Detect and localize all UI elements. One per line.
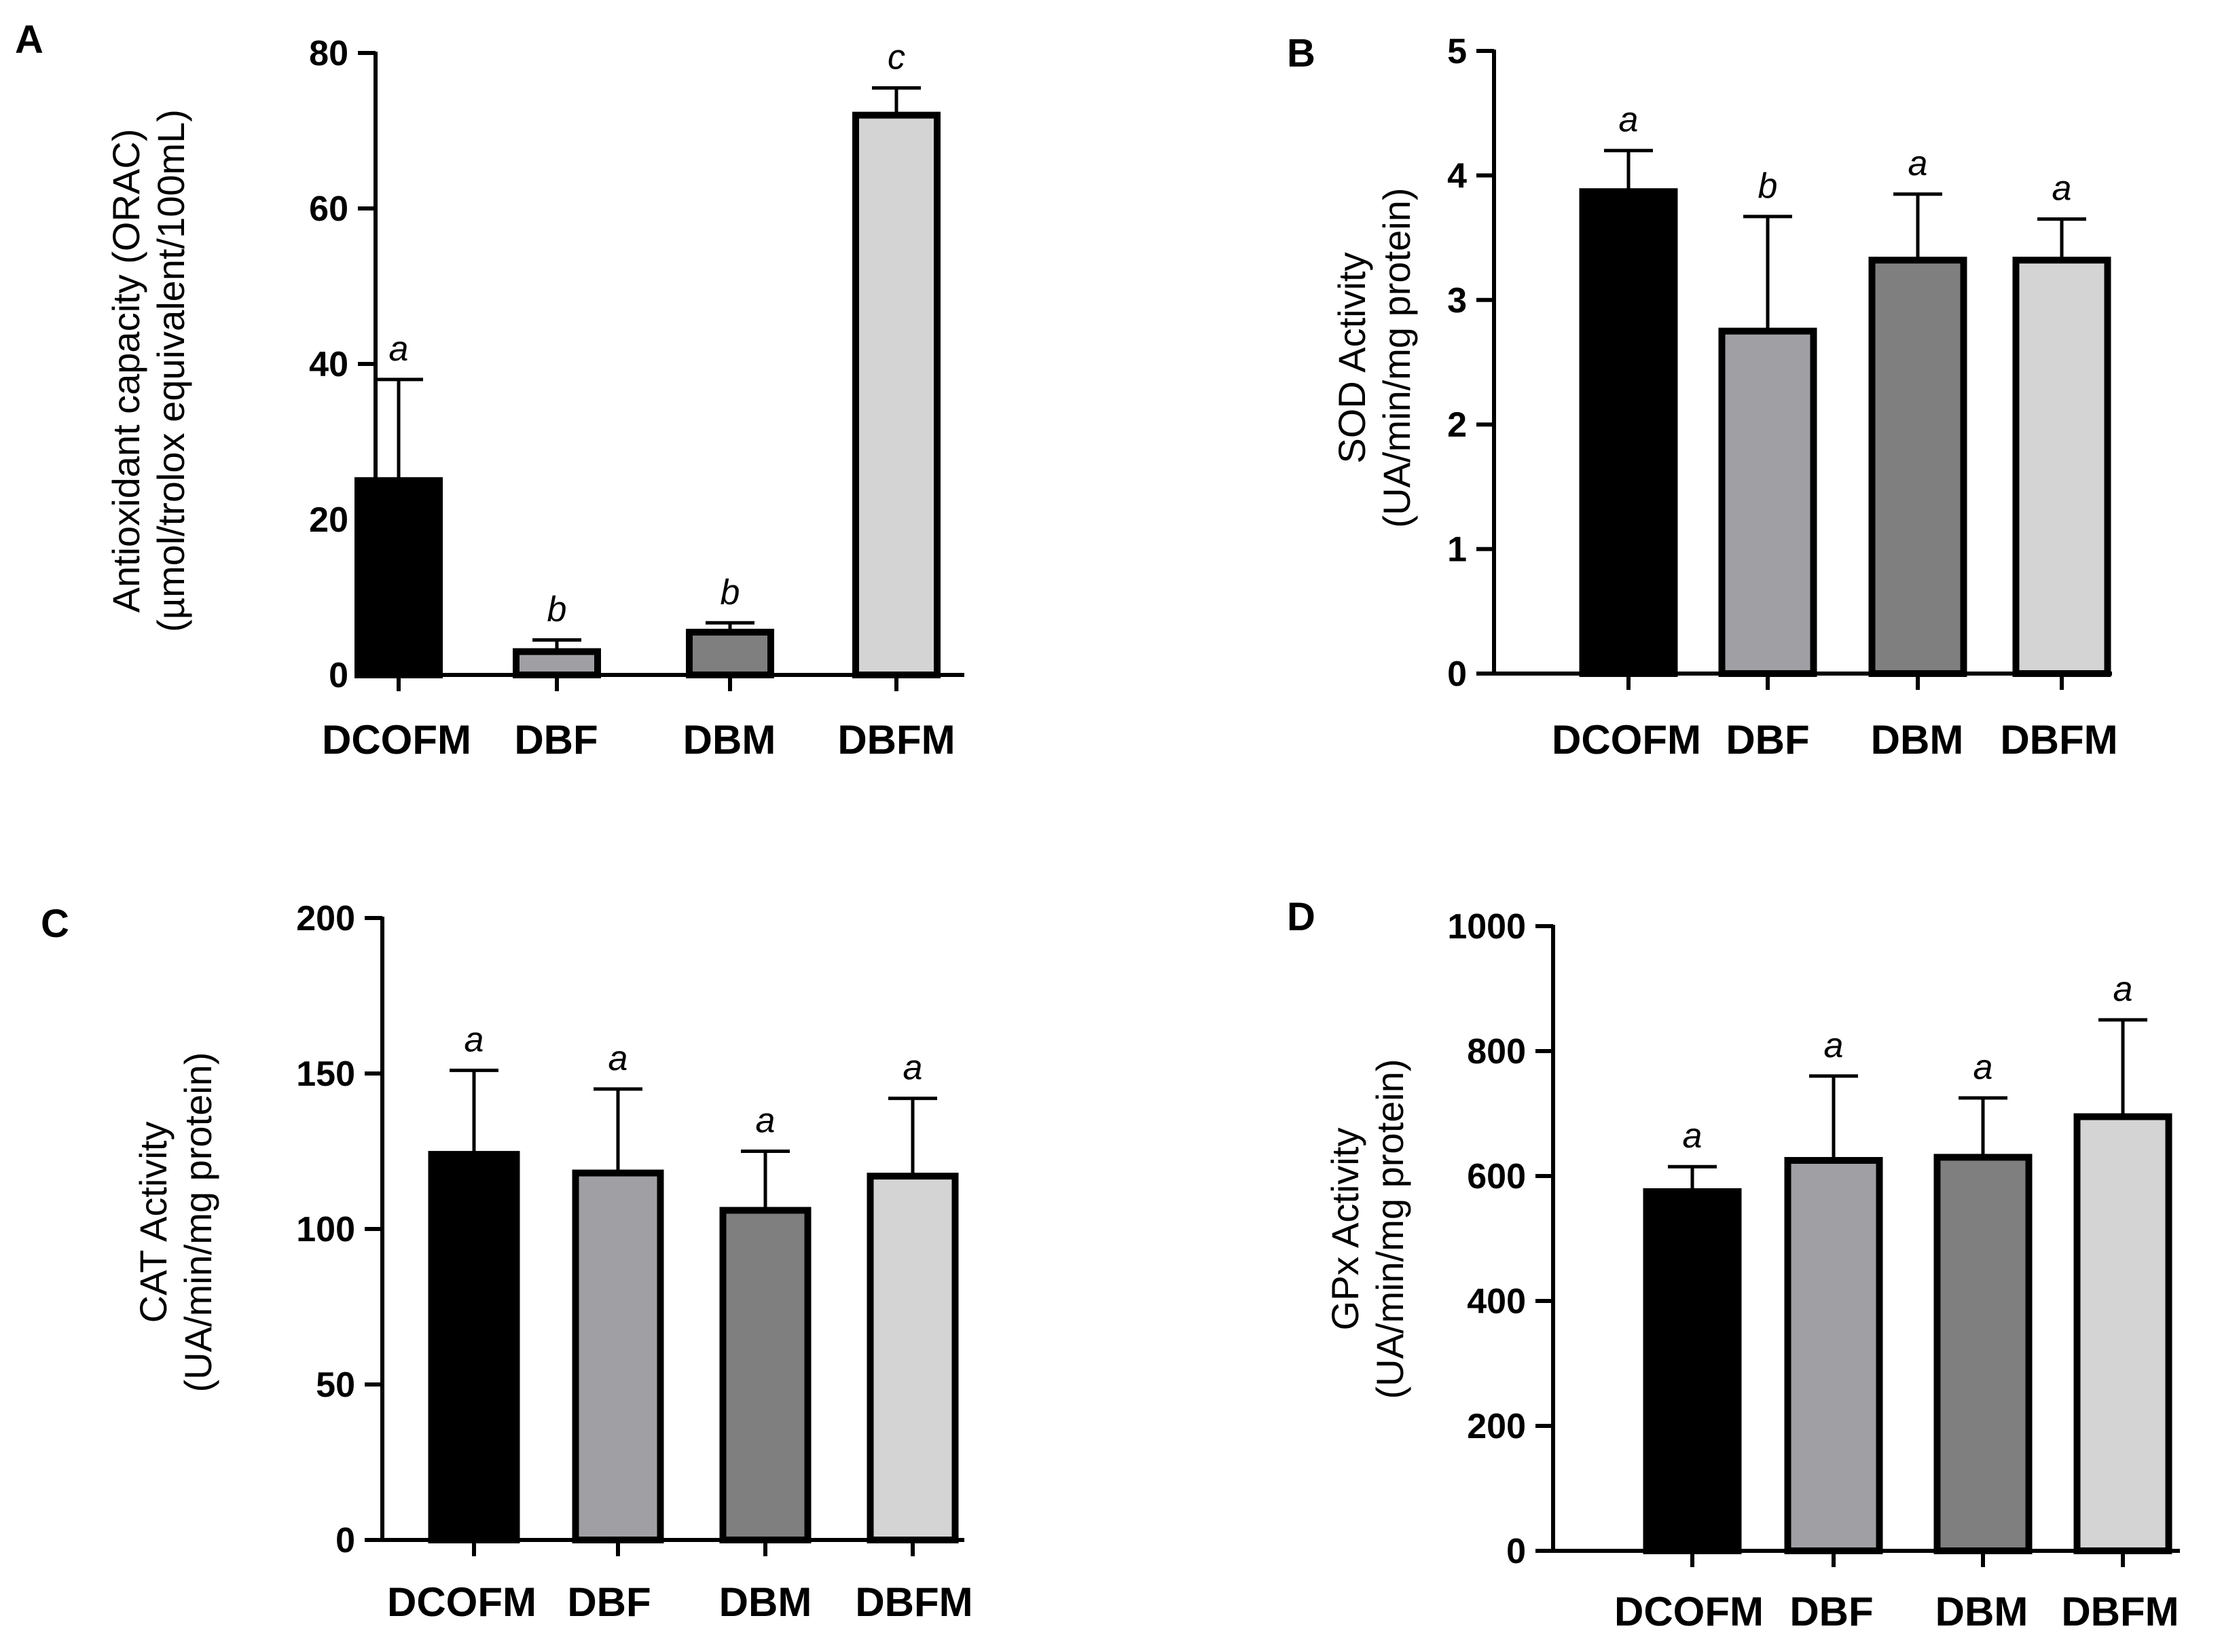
x-category-label: DCOFM bbox=[322, 717, 471, 763]
y-tick-label: 800 bbox=[1467, 1032, 1526, 1071]
significance-label: a bbox=[1973, 1048, 1993, 1087]
x-category-label: DBM bbox=[683, 717, 776, 763]
significance-label: b bbox=[547, 589, 567, 629]
significance-label: c bbox=[888, 38, 905, 77]
y-axis-label-line1: CAT Activity bbox=[132, 1122, 175, 1323]
panel-letter: D bbox=[1287, 895, 1315, 939]
y-tick-label: 80 bbox=[309, 34, 348, 73]
y-tick-label: 1000 bbox=[1447, 907, 1526, 947]
panel-d: D GPx Activity (UA/min/mg protein) DCOFM… bbox=[1287, 895, 2180, 1634]
x-category-label: DCOFM bbox=[387, 1579, 536, 1625]
bar bbox=[513, 648, 601, 679]
y-tick-label: 40 bbox=[309, 345, 348, 384]
x-category-label: DBFM bbox=[2061, 1589, 2179, 1634]
bar bbox=[686, 629, 774, 679]
x-category-label: DBFM bbox=[855, 1579, 972, 1625]
y-tick-label: 0 bbox=[1506, 1532, 1526, 1571]
y-axis-label-line2: (UA/min/mg protein) bbox=[1368, 1059, 1411, 1399]
panel-a: A Antioxidant capacity (ORAC) (µmol/trol… bbox=[15, 18, 964, 763]
bar bbox=[1579, 188, 1678, 677]
significance-label: a bbox=[903, 1048, 923, 1088]
y-tick-label: 150 bbox=[296, 1054, 355, 1094]
y-axis-label-line2: (UA/min/mg protein) bbox=[1375, 187, 1418, 528]
y-tick-label: 5 bbox=[1447, 32, 1467, 71]
y-tick-label: 50 bbox=[316, 1365, 355, 1405]
bar bbox=[1784, 1157, 1883, 1554]
bar bbox=[1643, 1188, 1742, 1554]
significance-label: a bbox=[465, 1020, 484, 1059]
y-tick-label: 100 bbox=[296, 1210, 355, 1249]
significance-label: a bbox=[756, 1101, 776, 1141]
bar bbox=[1933, 1154, 2033, 1554]
panel-b: B SOD Activity (UA/min/mg protein) DCOFM… bbox=[1287, 31, 2118, 763]
y-tick-label: 0 bbox=[329, 656, 348, 695]
bar bbox=[852, 111, 941, 679]
panel-letter: A bbox=[15, 18, 43, 62]
bar bbox=[572, 1169, 664, 1544]
y-tick-label: 60 bbox=[309, 189, 348, 229]
y-axis-label-line2: (µmol/trolox equivalent/100mL) bbox=[149, 109, 192, 632]
significance-label: a bbox=[1683, 1116, 1703, 1156]
panel-letter: B bbox=[1287, 31, 1315, 75]
significance-label: a bbox=[1908, 144, 1928, 183]
y-tick-label: 2 bbox=[1447, 405, 1467, 445]
x-category-label: DCOFM bbox=[1614, 1589, 1764, 1634]
significance-label: a bbox=[389, 329, 409, 369]
bar bbox=[2073, 1113, 2172, 1554]
bar bbox=[2012, 257, 2111, 677]
bar bbox=[1718, 327, 1817, 677]
y-tick-label: 4 bbox=[1447, 156, 1467, 196]
x-category-label: DBF bbox=[514, 717, 598, 763]
y-axis-label-line1: Antioxidant capacity (ORAC) bbox=[105, 129, 147, 613]
x-category-label: DBF bbox=[1789, 1589, 1873, 1634]
x-category-label: DBF bbox=[1726, 717, 1809, 763]
x-category-label: DBF bbox=[567, 1579, 651, 1625]
y-tick-label: 200 bbox=[296, 899, 355, 938]
significance-label: b bbox=[721, 572, 740, 612]
y-axis-label-line1: SOD Activity bbox=[1330, 252, 1373, 463]
significance-label: a bbox=[2113, 970, 2133, 1009]
y-tick-label: 0 bbox=[1447, 655, 1467, 694]
y-tick-label: 600 bbox=[1467, 1157, 1526, 1196]
x-category-label: DBM bbox=[1871, 717, 1964, 763]
y-tick-label: 200 bbox=[1467, 1407, 1526, 1446]
significance-label: a bbox=[1824, 1026, 1844, 1065]
y-tick-label: 3 bbox=[1447, 281, 1467, 320]
x-category-label: DCOFM bbox=[1552, 717, 1701, 763]
y-tick-label: 1 bbox=[1447, 530, 1467, 570]
x-category-label: DBM bbox=[1935, 1589, 2028, 1634]
bar bbox=[354, 477, 443, 678]
bar bbox=[867, 1173, 959, 1543]
bar bbox=[719, 1207, 812, 1544]
y-tick-label: 400 bbox=[1467, 1282, 1526, 1321]
y-tick-label: 0 bbox=[335, 1521, 355, 1560]
x-category-label: DBFM bbox=[837, 717, 955, 763]
bar bbox=[1868, 257, 1967, 677]
panel-c: C CAT Activity (UA/min/mg protein) DCOFM… bbox=[41, 899, 973, 1625]
x-category-label: DBM bbox=[719, 1579, 812, 1625]
y-tick-label: 20 bbox=[309, 500, 348, 540]
y-axis-label-line2: (UA/min/mg protein) bbox=[177, 1052, 219, 1392]
y-axis-label-line1: GPx Activity bbox=[1324, 1128, 1366, 1331]
significance-label: a bbox=[1619, 100, 1639, 140]
bar bbox=[428, 1151, 520, 1543]
x-category-label: DBFM bbox=[2000, 717, 2117, 763]
significance-label: b bbox=[1758, 166, 1778, 206]
significance-label: a bbox=[2052, 169, 2072, 208]
panel-letter: C bbox=[41, 902, 69, 946]
significance-label: a bbox=[608, 1039, 628, 1078]
